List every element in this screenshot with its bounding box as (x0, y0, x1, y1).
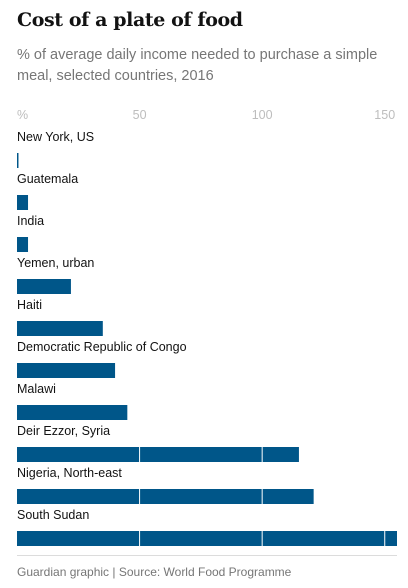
bar (17, 321, 103, 336)
category-label: India (17, 214, 44, 228)
bar (17, 405, 128, 420)
bars (17, 153, 397, 546)
category-label: Haiti (17, 298, 42, 312)
category-label: Democratic Republic of Congo (17, 340, 187, 354)
category-label: Deir Ezzor, Syria (17, 424, 110, 438)
x-tick-label: 150 (374, 108, 395, 122)
category-label: Guatemala (17, 172, 78, 186)
footer-divider (17, 555, 397, 556)
bar-chart: % 50 100 150 New York, US Guatemala India Yeme… (17, 108, 397, 546)
chart-title: Cost of a plate of food (17, 9, 243, 31)
bar (17, 237, 29, 252)
category-labels: New York, US Guatemala India Yemen, urban Ha… (17, 130, 187, 522)
x-tick-label: 100 (252, 108, 273, 122)
category-label: New York, US (17, 130, 94, 144)
bar (17, 195, 29, 210)
bar (17, 363, 116, 378)
bar (17, 531, 397, 546)
bar (17, 279, 71, 294)
tick-labels: % 50 100 150 (17, 108, 395, 122)
gridlines (139, 153, 386, 546)
source-note: Guardian graphic | Source: World Food Pr… (17, 565, 292, 579)
chart-subtitle: % of average daily income needed to purc… (17, 47, 378, 84)
bar (17, 489, 314, 504)
category-label: Yemen, urban (17, 256, 94, 270)
bar (17, 153, 19, 168)
category-label: South Sudan (17, 508, 89, 522)
x-tick-label: 50 (133, 108, 147, 122)
x-tick-label: % (17, 108, 28, 122)
category-label: Malawi (17, 382, 56, 396)
bar (17, 447, 299, 462)
category-label: Nigeria, North-east (17, 466, 122, 480)
